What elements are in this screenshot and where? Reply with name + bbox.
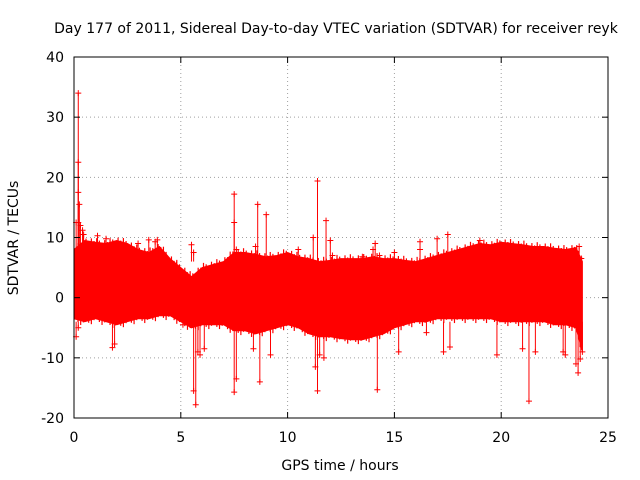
y-tick-label: 30 bbox=[46, 110, 64, 126]
data-point bbox=[233, 246, 240, 253]
x-tick-label: 25 bbox=[599, 430, 617, 446]
data-point bbox=[80, 231, 87, 238]
y-tick-label: -10 bbox=[41, 351, 64, 367]
data-layer bbox=[73, 90, 586, 408]
data-point bbox=[525, 398, 532, 405]
data-point bbox=[152, 238, 159, 245]
data-point bbox=[519, 345, 526, 352]
data-point bbox=[316, 351, 323, 358]
data-point bbox=[575, 369, 582, 376]
x-axis-label: GPS time / hours bbox=[281, 458, 398, 474]
data-point bbox=[327, 237, 334, 244]
data-point bbox=[75, 219, 82, 226]
data-point bbox=[532, 348, 539, 355]
x-tick-label: 15 bbox=[385, 430, 403, 446]
ticks bbox=[73, 56, 609, 419]
data-point bbox=[250, 345, 257, 352]
y-tick-label: 10 bbox=[46, 231, 64, 247]
data-point bbox=[254, 201, 261, 208]
x-tick-label: 0 bbox=[70, 430, 79, 446]
data-point bbox=[493, 351, 500, 358]
data-point bbox=[359, 253, 366, 260]
data-point bbox=[323, 217, 330, 224]
data-point bbox=[188, 241, 195, 248]
data-point bbox=[135, 240, 142, 247]
chart-title: Day 177 of 2011, Sidereal Day-to-day VTE… bbox=[54, 21, 619, 37]
data-point bbox=[231, 219, 238, 226]
data-point bbox=[190, 249, 197, 256]
data-point bbox=[374, 386, 381, 393]
tick-labels: 0 5 10 15 20 25 -20 -10 0 10 20 30 40 bbox=[41, 50, 617, 446]
data-point bbox=[75, 189, 82, 196]
x-tick-label: 20 bbox=[492, 430, 510, 446]
data-point bbox=[440, 348, 447, 355]
data-point bbox=[434, 235, 441, 242]
y-axis-label: SDTVAR / TECUs bbox=[6, 181, 22, 296]
y-tick-label: 20 bbox=[46, 170, 64, 186]
data-point bbox=[446, 344, 453, 351]
data-point bbox=[75, 324, 82, 331]
data-point bbox=[577, 356, 584, 363]
data-point bbox=[201, 345, 208, 352]
data-point bbox=[391, 249, 398, 256]
x-tick-label: 5 bbox=[176, 430, 185, 446]
data-point bbox=[295, 246, 302, 253]
data-point bbox=[417, 238, 424, 245]
data-point bbox=[145, 236, 152, 243]
data-point bbox=[109, 344, 116, 351]
data-point bbox=[423, 329, 430, 336]
data-point bbox=[476, 237, 483, 244]
data-point bbox=[579, 348, 586, 355]
data-point bbox=[103, 235, 110, 242]
data-point bbox=[192, 401, 199, 408]
data-point bbox=[77, 222, 84, 229]
data-point bbox=[179, 321, 186, 328]
data-point bbox=[263, 211, 270, 218]
data-point bbox=[314, 387, 321, 394]
x-tick-label: 10 bbox=[279, 430, 297, 446]
y-tick-label: 0 bbox=[55, 291, 64, 307]
data-point bbox=[94, 232, 101, 239]
data-point bbox=[267, 351, 274, 358]
data-point bbox=[173, 269, 180, 276]
data-point bbox=[75, 90, 82, 97]
data-point bbox=[197, 351, 204, 358]
data-point bbox=[329, 252, 336, 259]
data-point bbox=[578, 255, 585, 262]
data-point bbox=[233, 375, 240, 382]
data-point bbox=[75, 159, 82, 166]
data-point bbox=[231, 389, 238, 396]
data-point bbox=[314, 177, 321, 184]
y-tick-label: -20 bbox=[41, 411, 64, 427]
y-tick-label: 40 bbox=[46, 50, 64, 66]
data-point bbox=[79, 227, 86, 234]
data-point bbox=[252, 243, 259, 250]
data-point bbox=[256, 378, 263, 385]
data-point bbox=[562, 351, 569, 358]
data-point bbox=[310, 234, 317, 241]
data-point bbox=[231, 191, 238, 198]
data-point bbox=[76, 201, 83, 208]
data-point bbox=[320, 354, 327, 361]
data-point bbox=[372, 240, 379, 247]
data-point bbox=[576, 243, 583, 250]
data-point bbox=[444, 231, 451, 238]
data-point bbox=[395, 348, 402, 355]
data-point bbox=[376, 252, 383, 259]
data-point bbox=[111, 340, 118, 347]
